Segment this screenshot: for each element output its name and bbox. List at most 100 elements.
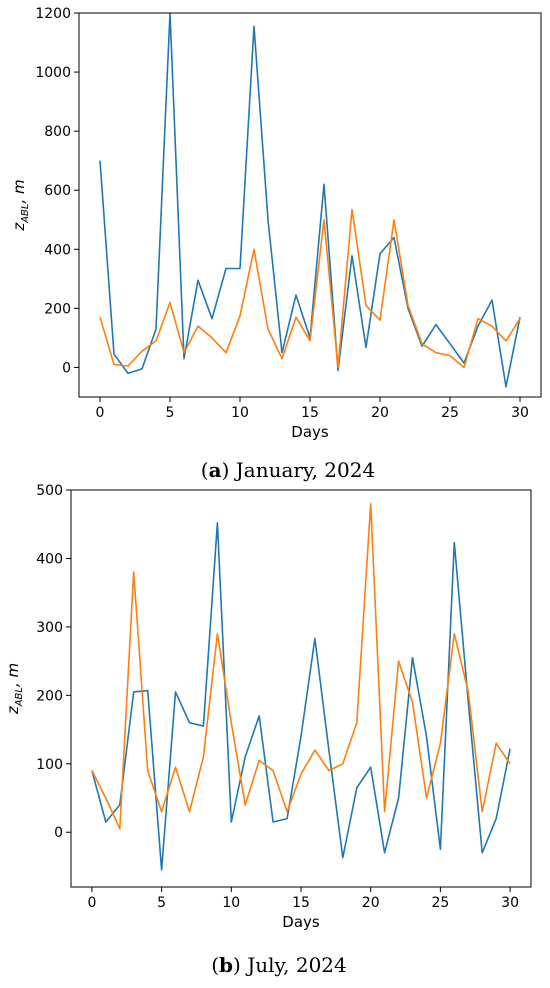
data-point: [175, 691, 177, 693]
data-point: [519, 318, 521, 320]
x-tick-label: 15: [292, 895, 310, 911]
caption-close-paren: ): [222, 458, 236, 482]
y-axis-label: zABL, m: [10, 179, 31, 231]
data-point: [133, 691, 135, 693]
data-point: [286, 818, 288, 820]
data-point: [211, 318, 213, 320]
data-point: [231, 722, 233, 724]
series-line-2: [99, 208, 521, 369]
data-point: [370, 766, 372, 768]
data-point: [91, 770, 93, 772]
figure-caption: (a) January, 2024: [201, 458, 375, 482]
x-tick-label: 25: [431, 895, 449, 911]
data-point: [295, 294, 297, 296]
data-point: [295, 316, 297, 318]
y-axis-label: zABL, m: [4, 663, 25, 715]
data-point: [477, 325, 479, 327]
x-tick-label: 0: [87, 895, 96, 911]
caption-letter: a: [209, 458, 222, 482]
data-point: [509, 763, 511, 765]
x-tick-label: 30: [501, 895, 519, 911]
y-tick-label: 200: [36, 688, 63, 704]
data-point: [258, 715, 260, 717]
data-point: [435, 352, 437, 354]
y-axis-subscript: ABL: [14, 687, 25, 707]
data-point: [356, 787, 358, 789]
y-tick-label: 400: [36, 551, 63, 567]
y-axis-unit: , m: [10, 179, 28, 203]
data-point: [398, 660, 400, 662]
x-tick-label: 10: [231, 405, 249, 421]
data-point: [495, 818, 497, 820]
data-point: [495, 743, 497, 745]
data-point: [505, 340, 507, 342]
data-point: [323, 184, 325, 186]
data-point: [379, 319, 381, 321]
data-point: [491, 299, 493, 301]
data-point: [300, 773, 302, 775]
y-axis-subscript: ABL: [20, 204, 31, 224]
x-axis-label: Days: [282, 913, 320, 931]
y-axis-unit: , m: [4, 663, 22, 687]
data-point: [337, 370, 339, 372]
data-point: [272, 770, 274, 772]
data-point: [398, 797, 400, 799]
data-point: [384, 852, 386, 854]
data-point: [105, 797, 107, 799]
data-point: [370, 503, 372, 505]
data-point: [342, 763, 344, 765]
data-point: [314, 638, 316, 640]
x-tick-label: 25: [441, 405, 459, 421]
x-tick-label: 20: [362, 895, 380, 911]
data-point: [244, 804, 246, 806]
data-point: [505, 386, 507, 388]
caption-open-paren: (: [211, 953, 219, 977]
data-point: [421, 345, 423, 347]
data-point: [169, 302, 171, 304]
data-point: [412, 701, 414, 703]
data-point: [393, 237, 395, 239]
data-point: [481, 852, 483, 854]
data-point: [161, 869, 163, 871]
y-axis-symbol: z: [4, 705, 22, 715]
data-point: [379, 253, 381, 255]
data-point: [147, 770, 149, 772]
data-point: [519, 316, 521, 318]
caption-text: July, 2024: [245, 953, 347, 977]
data-point: [272, 821, 274, 823]
y-tick-label: 100: [36, 757, 63, 773]
data-point: [99, 316, 101, 318]
data-point: [281, 352, 283, 354]
data-point: [258, 760, 260, 762]
y-tick-label: 0: [54, 825, 63, 841]
data-point: [342, 857, 344, 859]
data-point: [314, 749, 316, 751]
data-point: [309, 340, 311, 342]
data-point: [225, 352, 227, 354]
caption-text: January, 2024: [234, 458, 375, 482]
data-point: [211, 337, 213, 339]
data-point: [449, 343, 451, 345]
data-point: [183, 358, 185, 360]
y-tick-label: 1200: [35, 6, 71, 22]
x-tick-label: 15: [301, 405, 319, 421]
data-point: [155, 340, 157, 342]
data-point: [468, 691, 470, 693]
data-point: [440, 849, 442, 851]
y-tick-label: 600: [44, 183, 71, 199]
data-point: [203, 756, 205, 758]
data-point: [328, 749, 330, 751]
data-point: [113, 364, 115, 366]
data-point: [161, 811, 163, 813]
data-point: [323, 219, 325, 221]
y-tick-label: 500: [36, 483, 63, 499]
data-point: [463, 367, 465, 369]
caption-close-paren: ): [233, 953, 247, 977]
data-point: [328, 770, 330, 772]
data-point: [393, 219, 395, 221]
x-tick-label: 20: [371, 405, 389, 421]
data-point: [197, 325, 199, 327]
data-point: [217, 522, 219, 524]
data-point: [127, 373, 129, 375]
data-point: [351, 255, 353, 257]
